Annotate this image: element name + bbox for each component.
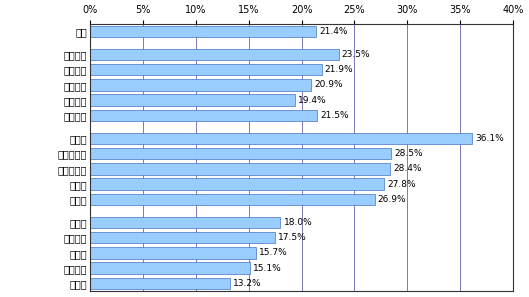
Bar (90, 148, 391, 159)
Text: 28.4%: 28.4% (394, 164, 422, 173)
Text: 27.8%: 27.8% (387, 180, 416, 189)
Text: 21.9%: 21.9% (325, 65, 353, 74)
Bar (90, 49, 339, 60)
Text: 36.1%: 36.1% (475, 134, 504, 143)
Bar (90, 217, 280, 228)
Bar (90, 247, 256, 259)
Bar (90, 178, 384, 190)
Text: 13.2%: 13.2% (233, 279, 261, 288)
Text: 28.5%: 28.5% (395, 149, 423, 158)
Bar (90, 110, 317, 121)
Bar (90, 26, 316, 37)
Text: 23.5%: 23.5% (342, 50, 370, 59)
Text: 21.5%: 21.5% (321, 111, 349, 120)
Bar (90, 64, 322, 75)
Bar (90, 263, 250, 274)
Text: 15.1%: 15.1% (253, 264, 281, 273)
Bar (90, 232, 275, 243)
Bar (90, 194, 375, 205)
Text: 26.9%: 26.9% (378, 195, 406, 204)
Text: 20.9%: 20.9% (314, 80, 343, 89)
Text: 15.7%: 15.7% (259, 248, 288, 257)
Text: 21.4%: 21.4% (320, 27, 348, 36)
Text: 17.5%: 17.5% (278, 233, 307, 242)
Text: 18.0%: 18.0% (284, 218, 312, 227)
Bar (90, 278, 230, 289)
Bar (90, 94, 295, 106)
Bar (90, 163, 390, 175)
Bar (90, 132, 472, 144)
Bar (90, 79, 311, 91)
Text: 19.4%: 19.4% (298, 96, 327, 105)
